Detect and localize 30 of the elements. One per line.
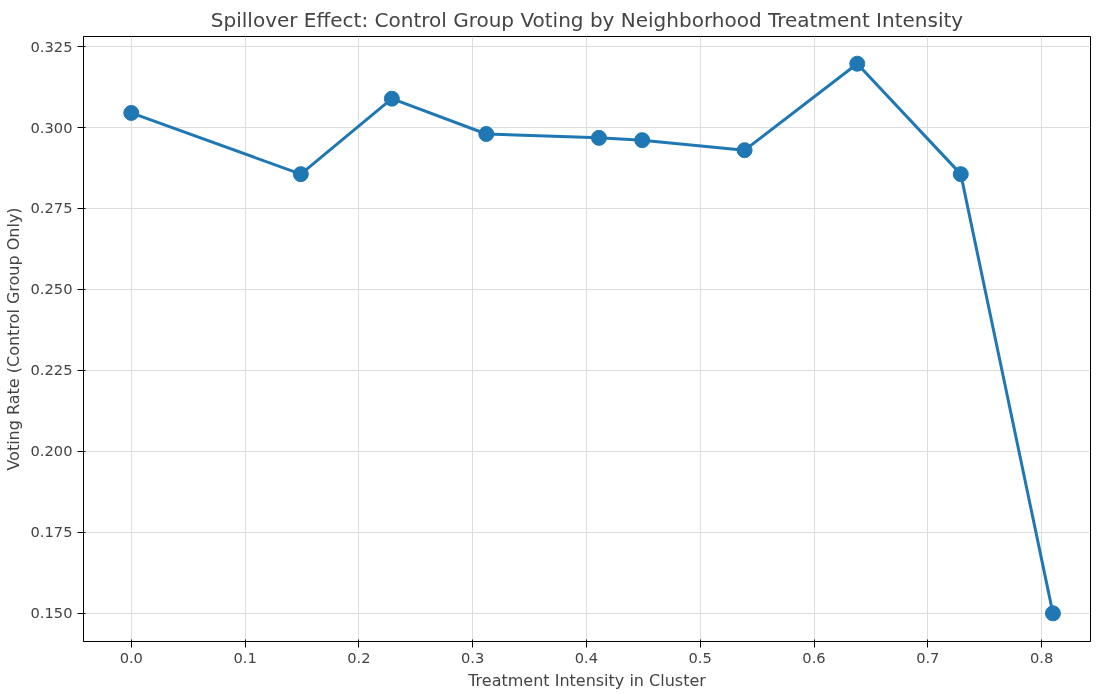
x-tick-label: 0.8 (1029, 648, 1054, 666)
y-axis-title: Voting Rate (Control Group Only) (3, 207, 23, 471)
point (736, 142, 753, 159)
point (1044, 605, 1061, 622)
y-tick-label: 0.225 (30, 361, 73, 379)
x-tick-label: 0.2 (347, 648, 371, 666)
point (952, 166, 969, 183)
point (634, 132, 651, 149)
y-tick-label: 0.300 (30, 118, 73, 136)
y-tick-label: 0.200 (30, 442, 73, 460)
x-axis-title: Treatment Intensity in Cluster (467, 670, 707, 690)
y-tick-label: 0.325 (30, 37, 73, 55)
point (292, 166, 309, 183)
y-tick-label: 0.175 (30, 523, 73, 541)
point (849, 55, 866, 72)
point (123, 104, 140, 121)
y-tick-label: 0.250 (30, 280, 73, 298)
x-tick-label: 0.1 (233, 648, 257, 666)
y-tick-label: 0.275 (30, 199, 73, 217)
x-tick-label: 0.5 (688, 648, 712, 666)
x-tick-label: 0.0 (119, 648, 143, 666)
x-tick-label: 0.3 (460, 648, 485, 666)
point (590, 129, 607, 146)
y-tick-label: 0.150 (30, 604, 73, 622)
x-tick-label: 0.7 (916, 648, 940, 666)
x-tick-label: 0.4 (574, 648, 599, 666)
point (383, 90, 400, 107)
point (478, 126, 495, 142)
chart-title: Spillover Effect: Control Group Voting by Neighborhood Treatment Intensity (210, 7, 964, 32)
x-tick-label: 0.6 (802, 648, 826, 666)
